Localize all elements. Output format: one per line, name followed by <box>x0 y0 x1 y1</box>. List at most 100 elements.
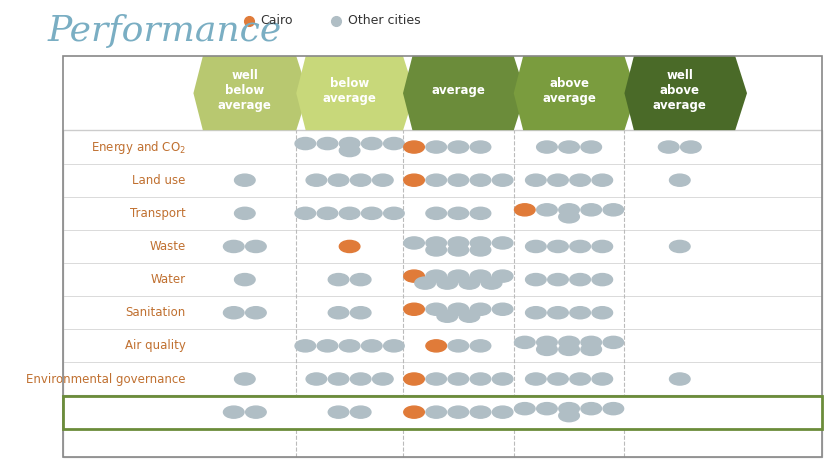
Circle shape <box>470 270 490 282</box>
Circle shape <box>448 373 469 385</box>
Circle shape <box>470 207 490 219</box>
Circle shape <box>404 270 425 282</box>
Circle shape <box>361 137 382 150</box>
Circle shape <box>448 340 469 352</box>
Circle shape <box>234 373 255 385</box>
Circle shape <box>295 340 315 352</box>
Text: Transport: Transport <box>130 207 185 220</box>
Circle shape <box>426 244 446 256</box>
Circle shape <box>570 174 590 186</box>
Circle shape <box>426 237 446 249</box>
Circle shape <box>339 340 360 352</box>
Circle shape <box>515 403 535 415</box>
Circle shape <box>234 274 255 286</box>
Circle shape <box>329 406 349 418</box>
Circle shape <box>426 373 446 385</box>
Circle shape <box>339 137 360 150</box>
Circle shape <box>470 244 490 256</box>
Text: well
below
average: well below average <box>218 69 272 112</box>
Circle shape <box>448 270 469 282</box>
Circle shape <box>448 244 469 256</box>
Text: Cairo: Cairo <box>261 14 293 27</box>
Text: average: average <box>431 84 485 97</box>
Text: Overall result: Overall result <box>95 405 185 418</box>
Circle shape <box>570 307 590 319</box>
Circle shape <box>404 373 425 385</box>
Circle shape <box>295 137 315 150</box>
Circle shape <box>470 237 490 249</box>
Circle shape <box>448 207 469 219</box>
Circle shape <box>470 303 490 315</box>
Circle shape <box>559 141 580 153</box>
Text: well
above
average: well above average <box>653 69 706 112</box>
Circle shape <box>536 403 557 415</box>
Circle shape <box>224 406 244 418</box>
Circle shape <box>525 274 546 286</box>
Circle shape <box>525 174 546 186</box>
Circle shape <box>592 373 612 385</box>
Circle shape <box>295 207 315 219</box>
Circle shape <box>481 277 502 289</box>
Circle shape <box>515 204 535 216</box>
Circle shape <box>581 343 601 356</box>
Circle shape <box>224 240 244 253</box>
Circle shape <box>329 274 349 286</box>
Circle shape <box>329 174 349 186</box>
Circle shape <box>339 144 360 157</box>
Circle shape <box>492 270 513 282</box>
Circle shape <box>670 373 690 385</box>
Circle shape <box>426 406 446 418</box>
Circle shape <box>525 240 546 253</box>
Circle shape <box>414 277 435 289</box>
Circle shape <box>492 406 513 418</box>
Text: Other cities: Other cities <box>348 14 420 27</box>
Circle shape <box>448 303 469 315</box>
Circle shape <box>670 240 690 253</box>
Text: below
average: below average <box>323 77 376 105</box>
Circle shape <box>492 303 513 315</box>
Circle shape <box>570 373 590 385</box>
Circle shape <box>350 307 371 319</box>
Circle shape <box>492 373 513 385</box>
Circle shape <box>306 174 327 186</box>
Circle shape <box>426 141 446 153</box>
Circle shape <box>525 373 546 385</box>
Circle shape <box>361 207 382 219</box>
Circle shape <box>536 141 557 153</box>
Circle shape <box>404 141 425 153</box>
Polygon shape <box>296 56 414 130</box>
Circle shape <box>384 207 404 219</box>
Text: Air quality: Air quality <box>124 339 185 352</box>
Circle shape <box>492 174 513 186</box>
Circle shape <box>317 207 338 219</box>
Circle shape <box>437 277 458 289</box>
Circle shape <box>373 174 393 186</box>
Circle shape <box>404 237 425 249</box>
Circle shape <box>548 373 568 385</box>
Circle shape <box>536 204 557 216</box>
Circle shape <box>234 174 255 186</box>
Circle shape <box>515 336 535 349</box>
Circle shape <box>548 240 568 253</box>
Circle shape <box>581 204 601 216</box>
Circle shape <box>570 240 590 253</box>
Circle shape <box>448 174 469 186</box>
Circle shape <box>603 403 624 415</box>
Polygon shape <box>403 56 525 130</box>
Circle shape <box>548 274 568 286</box>
Circle shape <box>548 307 568 319</box>
Circle shape <box>460 310 480 322</box>
Circle shape <box>339 240 360 253</box>
Circle shape <box>592 274 612 286</box>
Circle shape <box>548 174 568 186</box>
Circle shape <box>350 274 371 286</box>
Circle shape <box>384 137 404 150</box>
Circle shape <box>426 303 446 315</box>
Circle shape <box>437 310 458 322</box>
Circle shape <box>329 307 349 319</box>
Circle shape <box>470 141 490 153</box>
Circle shape <box>350 406 371 418</box>
Circle shape <box>592 174 612 186</box>
Circle shape <box>592 307 612 319</box>
Circle shape <box>426 207 446 219</box>
